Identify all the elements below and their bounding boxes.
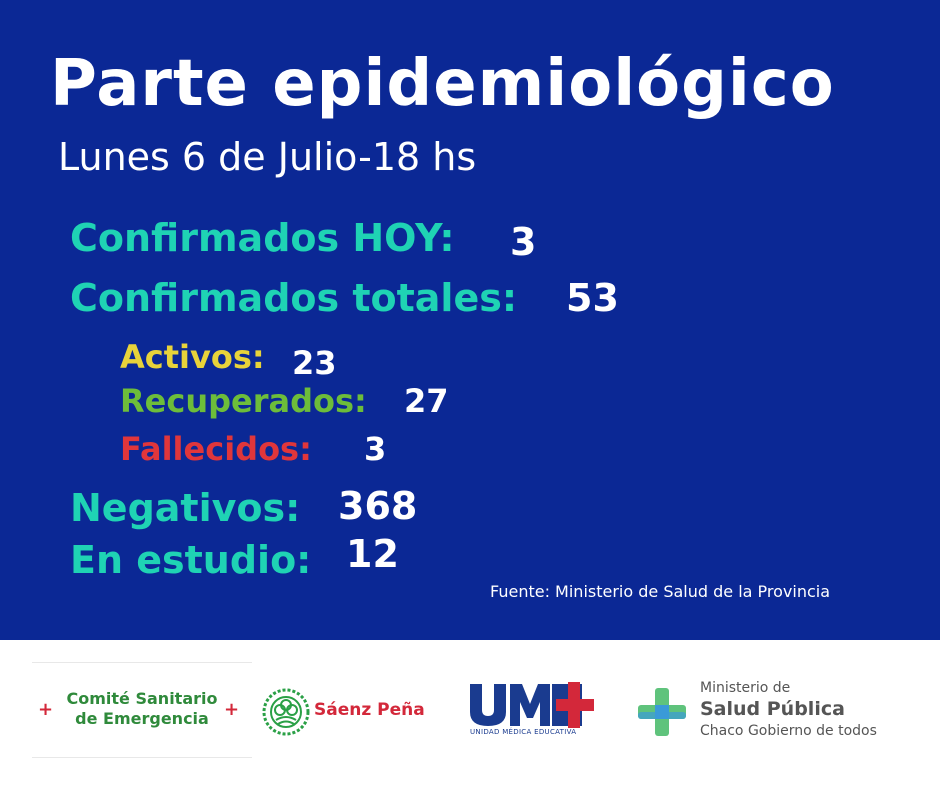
ume-mark-icon — [470, 682, 594, 728]
footer-logos — [0, 640, 940, 788]
recuperados-label: Recuperados: — [120, 382, 367, 420]
negativos-label: Negativos: — [70, 486, 301, 530]
ume-subtitle: UNIDAD MÉDICA EDUCATIVA — [470, 728, 577, 736]
comite-sanitario-text: Comité Sanitario de Emergencia — [56, 689, 228, 729]
comite-sanitario-logo: + Comité Sanitario de Emergencia + — [32, 662, 252, 758]
comite-line2: de Emergencia — [75, 709, 209, 728]
recuperados-value: 27 — [404, 382, 449, 420]
comite-line1: Comité Sanitario — [66, 689, 218, 708]
source-note: Fuente: Ministerio de Salud de la Provin… — [490, 582, 831, 601]
right-cross-icon: + — [224, 699, 240, 720]
activos-label: Activos: — [120, 338, 265, 376]
saenz-pena-text: Sáenz Peña — [314, 700, 425, 720]
fallecidos-label: Fallecidos: — [120, 430, 312, 468]
report-panel: Parte epidemiológico Lunes 6 de Julio-18… — [0, 0, 940, 640]
fallecidos-value: 3 — [364, 430, 387, 468]
confirmados-hoy-value: 3 — [510, 220, 537, 264]
ministerio-line1: Ministerio de — [700, 680, 791, 696]
page-title: Parte epidemiológico — [50, 47, 835, 121]
confirmados-totales-label: Confirmados totales: — [70, 276, 518, 320]
saenz-pena-logo: Sáenz Peña — [262, 686, 442, 740]
left-cross-icon: + — [38, 699, 54, 720]
health-cross-icon — [638, 688, 686, 736]
activos-value: 23 — [292, 344, 337, 382]
en-estudio-value: 12 — [346, 532, 399, 576]
ume-logo: UNIDAD MÉDICA EDUCATIVA — [468, 682, 598, 742]
ministerio-salud-logo: Ministerio de Salud Pública Chaco Gobier… — [636, 680, 906, 744]
cotton-emblem-icon — [262, 688, 310, 736]
negativos-value: 368 — [338, 484, 418, 528]
ministerio-line2: Salud Pública — [700, 698, 845, 720]
confirmados-totales-value: 53 — [566, 276, 619, 320]
ministerio-line3: Chaco Gobierno de todos — [700, 723, 877, 739]
confirmados-hoy-label: Confirmados HOY: — [70, 216, 455, 260]
en-estudio-label: En estudio: — [70, 538, 312, 582]
date-subtitle: Lunes 6 de Julio-18 hs — [58, 135, 477, 179]
